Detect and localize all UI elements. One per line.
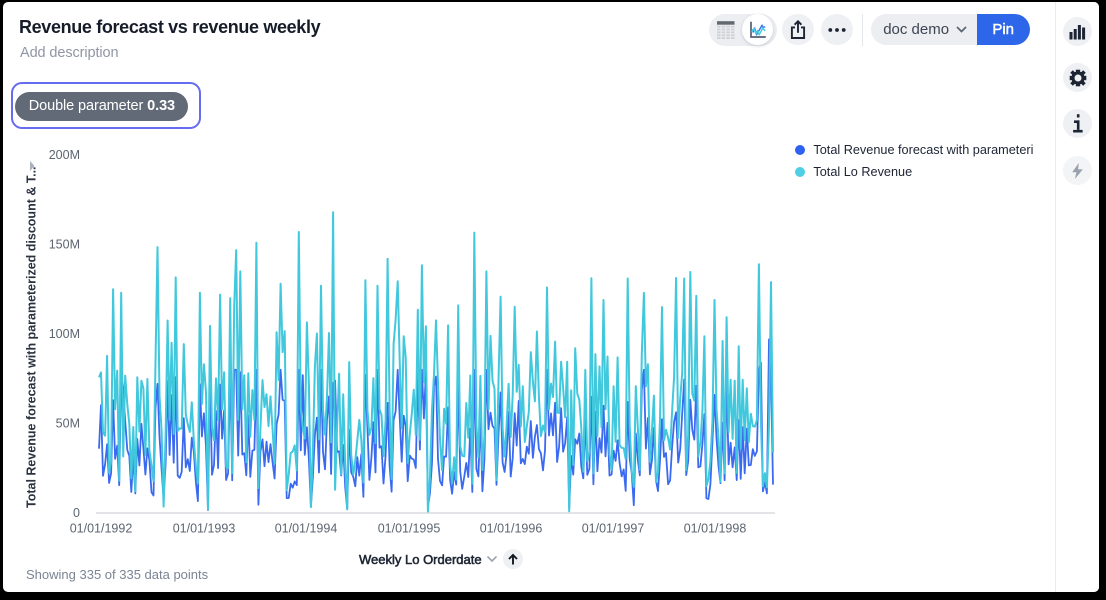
svg-text:01/01/1997: 01/01/1997 [582, 522, 645, 536]
svg-text:01/01/1995: 01/01/1995 [378, 522, 441, 536]
svg-text:01/01/1994: 01/01/1994 [275, 522, 338, 536]
svg-text:01/01/1992: 01/01/1992 [70, 522, 133, 536]
svg-text:150M: 150M [49, 238, 80, 252]
svg-text:Total Revenue forecast with pa: Total Revenue forecast with parameterize… [25, 166, 39, 508]
svg-text:200M: 200M [49, 148, 80, 162]
svg-text:01/01/1998: 01/01/1998 [684, 522, 747, 536]
svg-text:100M: 100M [49, 327, 80, 341]
svg-text:50M: 50M [56, 417, 80, 431]
svg-text:01/01/1993: 01/01/1993 [173, 522, 236, 536]
svg-text:01/01/1996: 01/01/1996 [480, 522, 543, 536]
svg-text:0: 0 [73, 506, 80, 520]
